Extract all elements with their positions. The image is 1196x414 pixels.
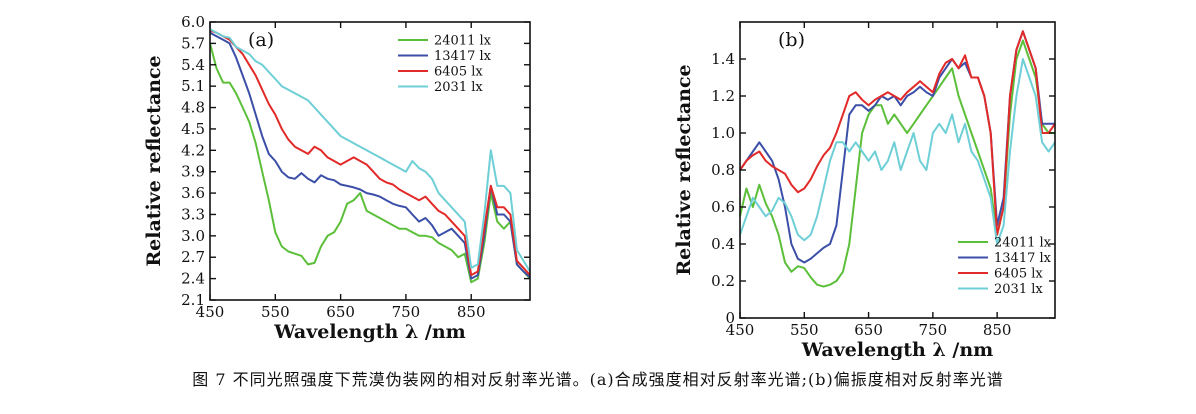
legend-entry: 6405 lx <box>434 65 483 80</box>
legend-entry: 13417 lx <box>434 49 492 64</box>
y-axis-label: Relative reflectance <box>673 64 695 275</box>
y-tick-label: 2.1 <box>181 291 205 309</box>
y-tick-label: 5.1 <box>181 77 205 95</box>
series-line-3 <box>739 58 1056 245</box>
x-tick-label: 650 <box>326 303 355 321</box>
x-tick-label: 850 <box>457 303 486 321</box>
x-tick-label: 750 <box>392 303 421 321</box>
plot-frame <box>209 21 531 301</box>
series-line-2 <box>209 29 531 277</box>
y-tick-label: 2.7 <box>181 248 205 266</box>
x-axis-label: Wavelength λ /nm <box>801 339 994 360</box>
panel-label: (b) <box>778 29 805 51</box>
legend-entry: 13417 lx <box>994 251 1052 266</box>
y-tick-label: 5.4 <box>181 56 205 74</box>
x-tick-label: 550 <box>261 303 290 321</box>
x-tick-label: 650 <box>854 321 883 339</box>
x-tick-label: 450 <box>726 321 755 339</box>
y-tick-label: 3.3 <box>181 205 205 223</box>
panel-label: (a) <box>248 29 274 51</box>
x-tick-label: 750 <box>919 321 948 339</box>
x-tick-label: 850 <box>983 321 1012 339</box>
y-tick-label: 4.2 <box>181 141 205 159</box>
y-tick-label: 0.2 <box>711 272 735 290</box>
chart-panel-b: 450 550 650 750 850 0 0.2 0.4 0.6 0.8 1.0 1.2 1.4 Wav… <box>673 21 1056 360</box>
y-tick-label: 1.2 <box>711 87 735 105</box>
y-tick-label: 5.7 <box>181 34 205 52</box>
chart-panel-a: 450 550 650 750 850 2.1 2.4 2.7 3.0 3.3 3.6 3.9 4.2 4… <box>143 13 531 343</box>
y-tick-label: 3.9 <box>181 163 205 181</box>
legend-entry: 24011 lx <box>994 236 1052 251</box>
y-axis-label: Relative reflectance <box>143 55 165 266</box>
x-axis-label: Wavelength λ /nm <box>273 321 466 343</box>
y-tick-label: 3.6 <box>181 184 205 202</box>
y-tick-label: 6.0 <box>181 13 205 31</box>
y-tick-label: 0 <box>725 309 735 327</box>
series-line-0 <box>209 43 531 284</box>
x-tick-label: 550 <box>790 321 819 339</box>
y-tick-label: 4.5 <box>181 120 205 138</box>
y-tick-label: 3.0 <box>181 227 205 245</box>
legend-entry: 6405 lx <box>994 267 1043 282</box>
y-tick-label: 0.8 <box>711 161 735 179</box>
series-line-1 <box>739 30 1055 264</box>
y-tick-label: 2.4 <box>181 270 205 288</box>
figure: 450 550 650 750 850 2.1 2.4 2.7 3.0 3.3 3.6 3.9 4.2 4… <box>143 13 1056 360</box>
legend-entry: 2031 lx <box>994 282 1043 297</box>
y-tick-label: 1.0 <box>711 124 735 142</box>
legend-entry: 24011 lx <box>434 34 492 49</box>
series-line-1 <box>209 31 531 280</box>
series-line-2 <box>739 30 1056 236</box>
y-tick-label: 0.6 <box>711 198 735 216</box>
legend-entry: 2031 lx <box>434 80 483 95</box>
x-tick-label: 450 <box>196 303 225 321</box>
y-tick-label: 1.4 <box>711 50 735 68</box>
y-tick-label: 0.4 <box>711 235 735 253</box>
y-tick-label: 4.8 <box>181 99 205 117</box>
figure-caption: 图 7 不同光照强度下荒漠伪装网的相对反射率光谱。(a)合成强度相对反射率光谱;… <box>192 370 1004 389</box>
series-line-3 <box>209 28 531 273</box>
